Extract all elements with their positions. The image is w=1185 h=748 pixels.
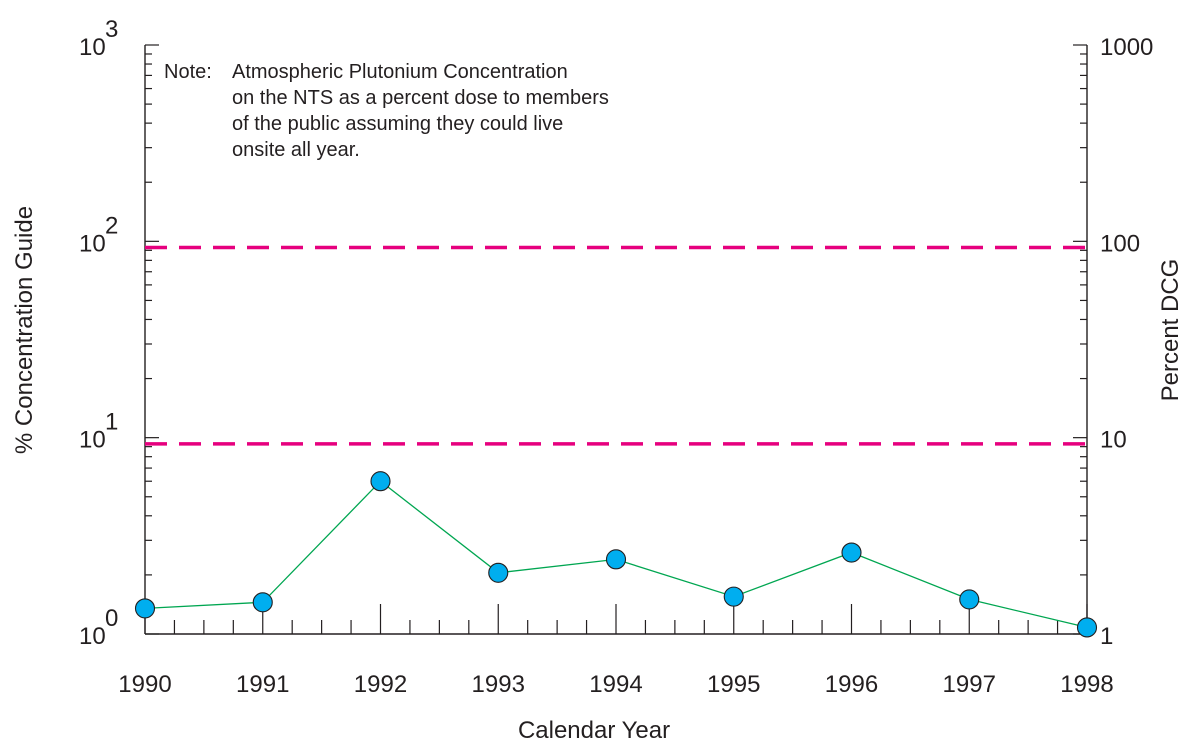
left-tick-exponent: 0 — [105, 605, 118, 632]
left-axis-title: % Concentration Guide — [11, 206, 38, 454]
note-line-2: on the NTS as a percent dose to members — [232, 87, 609, 109]
right-tick-label: 1 — [1100, 623, 1113, 650]
note-line-1: Atmospheric Plutonium Concentration — [232, 61, 568, 83]
left-tick-label: 10 — [79, 623, 106, 650]
left-tick-label: 10 — [79, 427, 106, 454]
note-line-4: onsite all year. — [232, 139, 360, 161]
left-tick-exponent: 2 — [105, 212, 118, 239]
right-tick-label: 100 — [1100, 230, 1140, 257]
data-point-1992 — [370, 471, 391, 492]
left-tick-exponent: 3 — [105, 16, 118, 43]
x-tick-label: 1997 — [943, 671, 996, 698]
left-tick-exponent: 1 — [105, 409, 118, 436]
tick-labels: 1990 1991 1992 1993 1994 1995 1996 1997 19981001… — [79, 16, 1153, 698]
note-prefix: Note: — [164, 61, 212, 83]
x-tick-label: 1994 — [589, 671, 642, 698]
right-tick-label: 10 — [1100, 427, 1127, 454]
note-annotation: Note: Atmospheric Plutonium Concentratio… — [164, 61, 609, 161]
data-point-1995 — [723, 586, 744, 607]
right-tick-label: 1000 — [1100, 34, 1153, 61]
x-axis-title: Calendar Year — [518, 717, 670, 744]
data-series — [134, 471, 1098, 638]
data-point-1990 — [134, 598, 156, 619]
x-tick-label: 1993 — [472, 671, 525, 698]
data-point-1993 — [488, 562, 509, 583]
x-tick-label: 1991 — [236, 671, 289, 698]
x-tick-label: 1998 — [1060, 671, 1113, 698]
x-tick-label: 1992 — [354, 671, 407, 698]
axis-ticks — [144, 44, 1088, 635]
data-point-1998 — [1076, 617, 1098, 638]
x-tick-label: 1995 — [707, 671, 760, 698]
data-point-1994 — [605, 549, 627, 570]
x-tick-label: 1996 — [825, 671, 878, 698]
left-tick-label: 10 — [79, 34, 106, 61]
left-tick-label: 10 — [79, 230, 106, 257]
reference-lines — [145, 245, 1087, 446]
note-line-3: of the public assuming they could live — [232, 113, 563, 135]
x-tick-label: 1990 — [118, 671, 171, 698]
data-point-1997 — [959, 589, 980, 610]
right-axis-title: Percent DCG — [1157, 259, 1184, 402]
data-point-1991 — [252, 592, 273, 613]
data-point-1996 — [841, 542, 862, 563]
